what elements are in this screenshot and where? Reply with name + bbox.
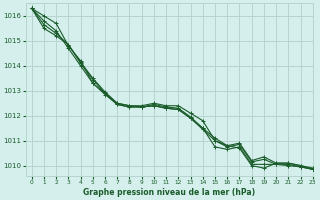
X-axis label: Graphe pression niveau de la mer (hPa): Graphe pression niveau de la mer (hPa) xyxy=(83,188,255,197)
